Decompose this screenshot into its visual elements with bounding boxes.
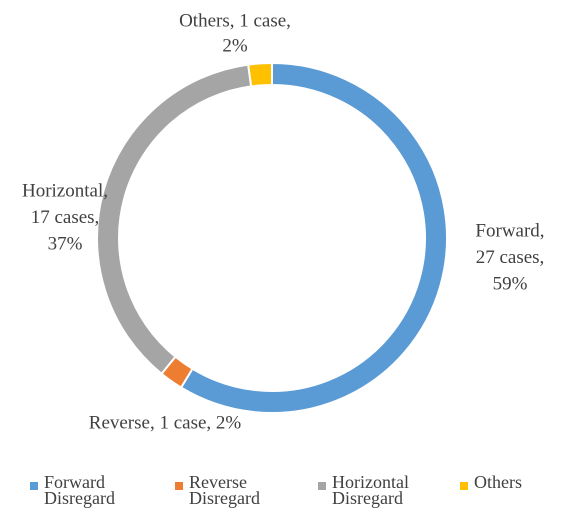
donut-slice bbox=[179, 61, 448, 414]
legend-swatch bbox=[30, 482, 38, 490]
data-label: 2% bbox=[222, 35, 248, 56]
legend-item: Others bbox=[460, 470, 564, 492]
legend: Forward Disregard Reverse Disregard Horizo… bbox=[0, 470, 566, 515]
legend-item: Horizontal Disregard bbox=[318, 470, 412, 508]
data-label: 37% bbox=[48, 233, 83, 254]
donut-slice bbox=[96, 63, 253, 376]
donut-slice bbox=[247, 61, 273, 88]
data-label: 59% bbox=[493, 273, 528, 294]
data-label: Others, 1 case, bbox=[179, 10, 291, 31]
legend-label: Others bbox=[474, 472, 522, 492]
data-label: Reverse, 1 case, 2% bbox=[89, 412, 242, 433]
legend-swatch bbox=[460, 482, 468, 490]
legend-label: Reverse Disregard bbox=[189, 472, 260, 508]
donut-chart: Forward, 27 cases, 59% Reverse, 1 case, 2% H… bbox=[22, 10, 545, 433]
legend-label: Forward Disregard bbox=[44, 472, 115, 508]
legend-swatch bbox=[175, 482, 183, 490]
data-label: Forward, bbox=[475, 220, 544, 241]
data-label: Horizontal, bbox=[22, 180, 108, 201]
legend-label: Horizontal Disregard bbox=[332, 472, 409, 508]
data-label: 27 cases, bbox=[476, 247, 545, 268]
legend-item: Reverse Disregard bbox=[175, 470, 269, 508]
legend-swatch bbox=[318, 482, 326, 490]
legend-item: Forward Disregard bbox=[30, 470, 124, 508]
data-label: 17 cases, bbox=[31, 207, 100, 228]
